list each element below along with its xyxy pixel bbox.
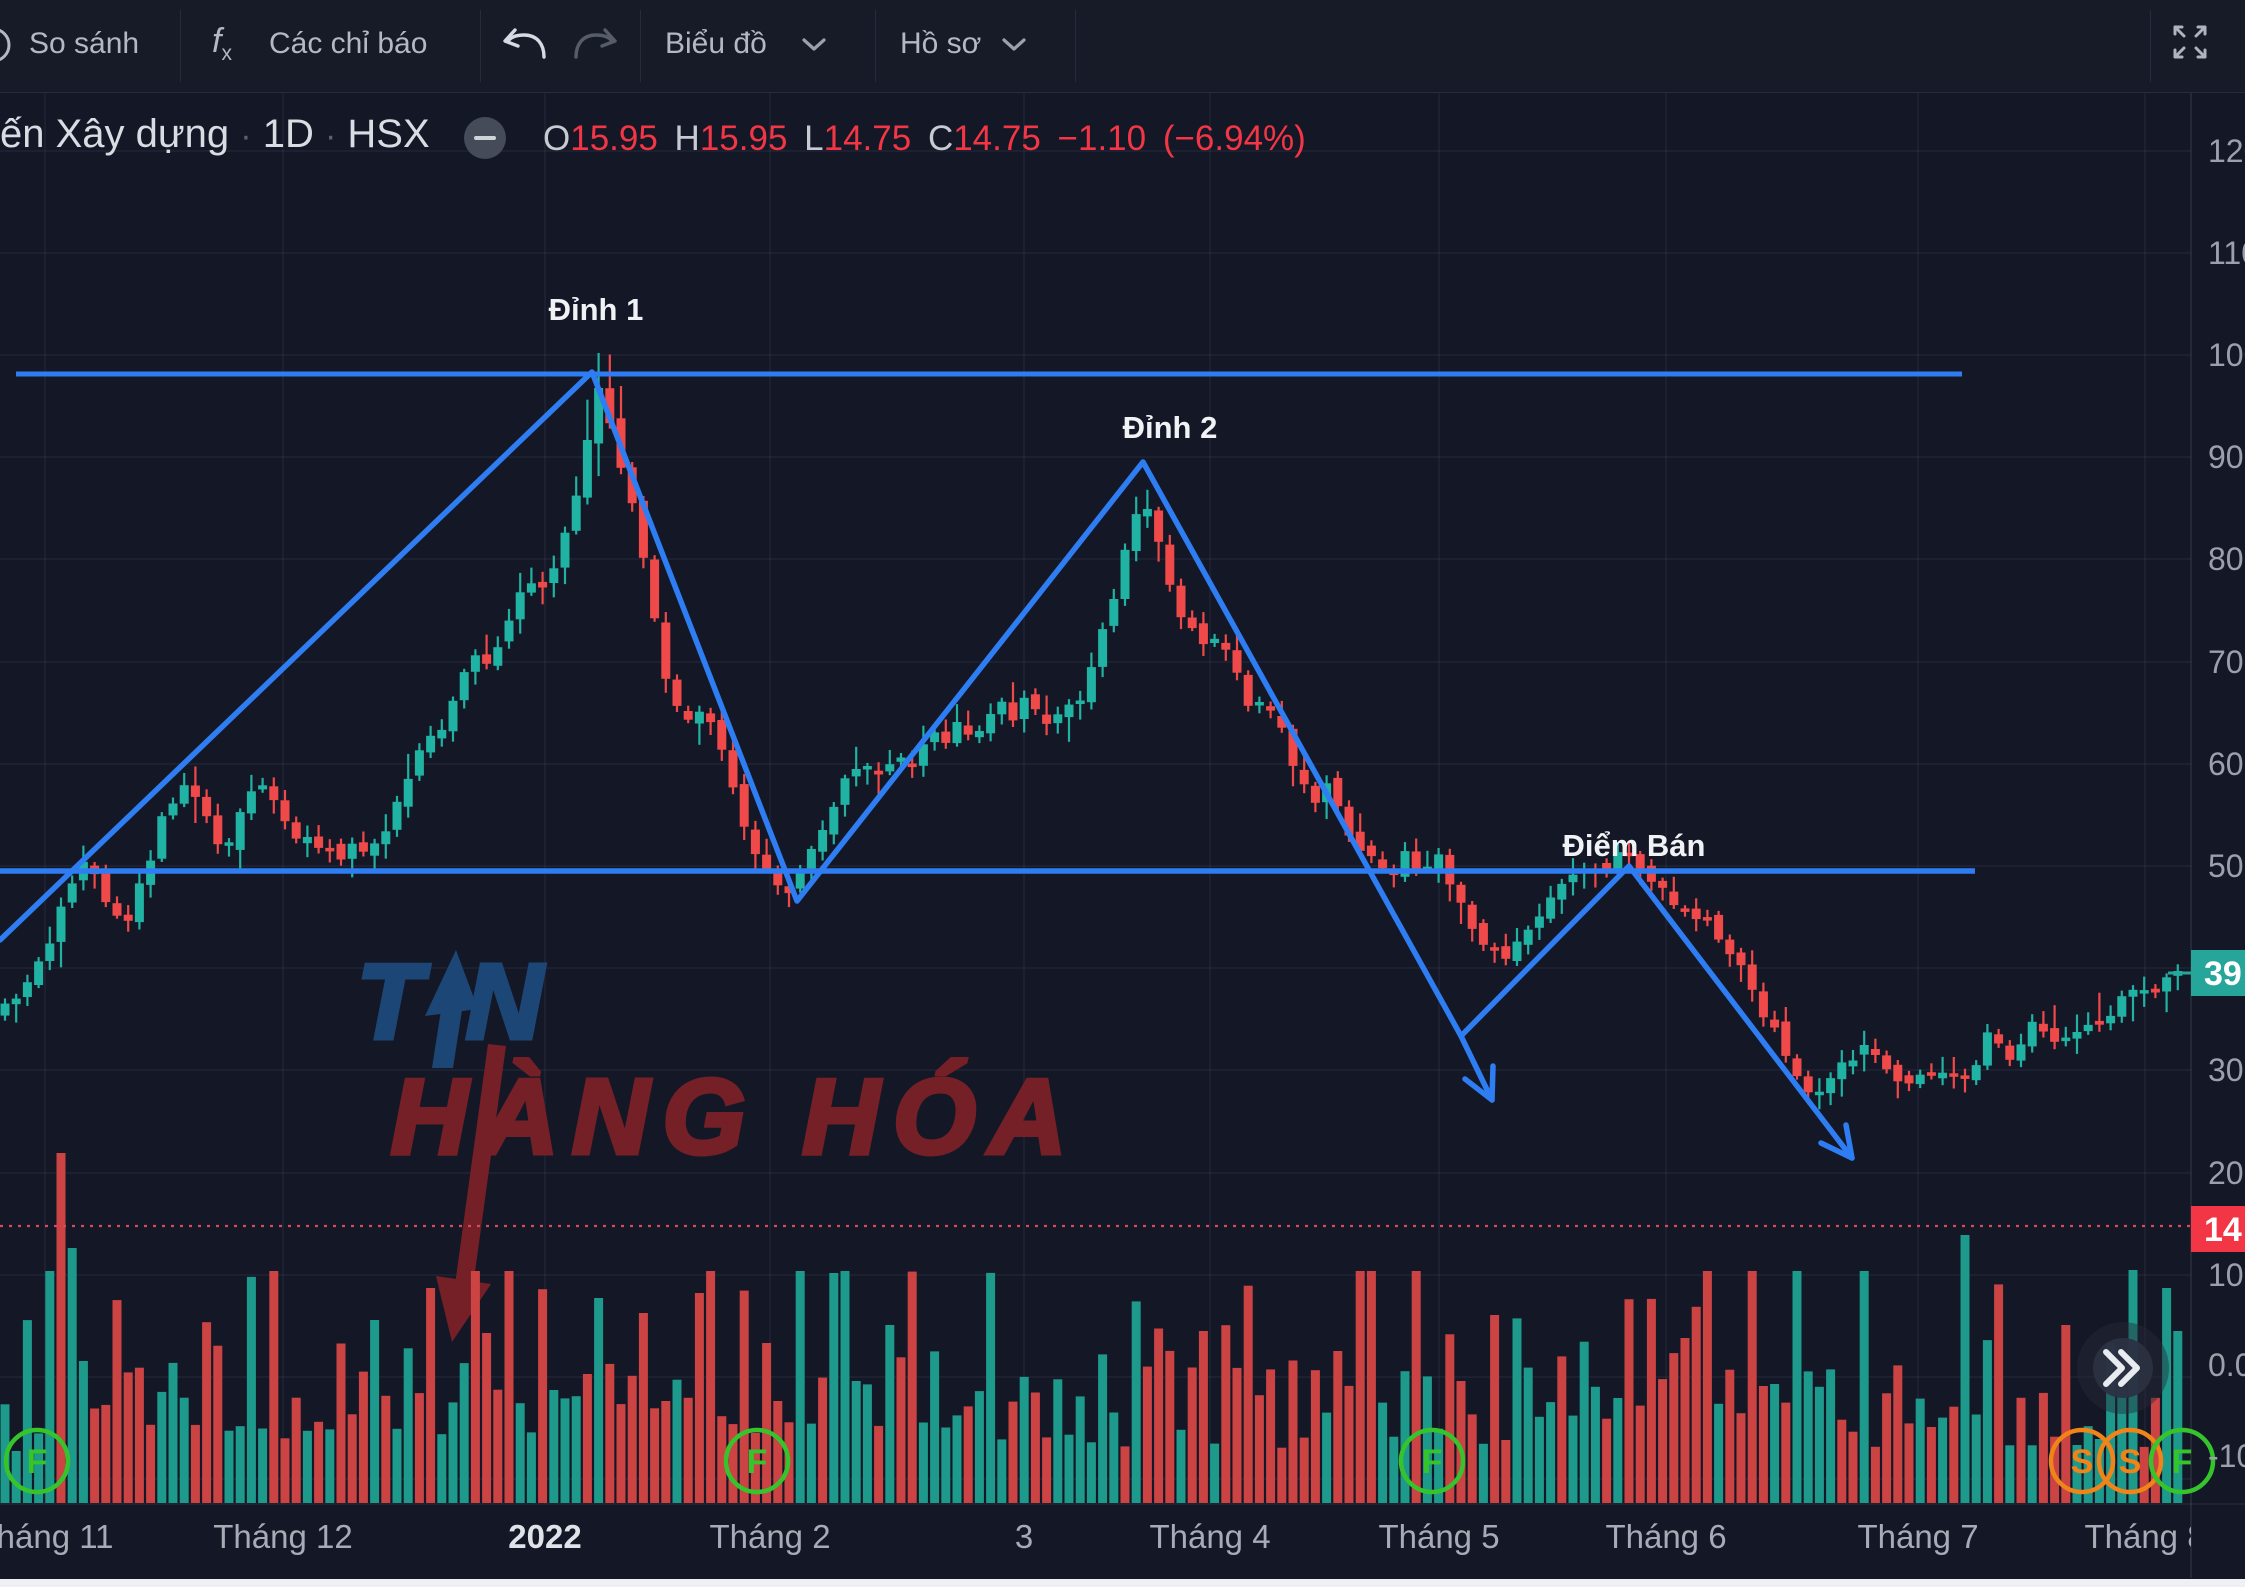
svg-text:T: T: [357, 943, 430, 1061]
svg-text:30: 30: [2208, 1052, 2244, 1088]
svg-text:20: 20: [2208, 1155, 2244, 1191]
svg-text:Tháng 11: Tháng 11: [0, 1518, 114, 1555]
svg-text:2022: 2022: [508, 1518, 581, 1555]
svg-text:Tháng 6: Tháng 6: [1605, 1518, 1726, 1555]
svg-text:Tháng 5: Tháng 5: [1378, 1518, 1499, 1555]
svg-text:S: S: [2119, 1443, 2142, 1481]
svg-text:F: F: [747, 1443, 768, 1481]
svg-text:10: 10: [2208, 1257, 2244, 1293]
svg-text:90: 90: [2208, 439, 2244, 475]
svg-text:F: F: [2172, 1443, 2193, 1481]
svg-text:Đỉnh 1: Đỉnh 1: [549, 292, 644, 327]
svg-text:Tháng 2: Tháng 2: [709, 1518, 830, 1555]
svg-text:F: F: [27, 1443, 48, 1481]
svg-text:50: 50: [2208, 848, 2244, 884]
svg-text:F: F: [1422, 1443, 1443, 1481]
svg-text:N: N: [466, 943, 545, 1061]
svg-text:Tháng 4: Tháng 4: [1149, 1518, 1270, 1555]
svg-text:0.00: 0.00: [2208, 1347, 2245, 1383]
svg-text:S: S: [2071, 1443, 2094, 1481]
svg-text:80: 80: [2208, 541, 2244, 577]
svg-text:100: 100: [2208, 337, 2245, 373]
svg-text:70: 70: [2208, 644, 2244, 680]
svg-text:Tháng 12: Tháng 12: [213, 1518, 352, 1555]
svg-text:60: 60: [2208, 746, 2244, 782]
svg-text:110: 110: [2208, 235, 2245, 271]
svg-text:-10.00: -10.00: [2208, 1438, 2245, 1474]
svg-text:39: 39: [2204, 955, 2242, 993]
svg-text:Đỉnh 2: Đỉnh 2: [1123, 410, 1218, 445]
svg-text:3: 3: [1015, 1518, 1033, 1555]
svg-text:14: 14: [2204, 1211, 2242, 1249]
svg-text:Điểm Bán: Điểm Bán: [1563, 828, 1706, 863]
svg-text:Tháng 7: Tháng 7: [1857, 1518, 1978, 1555]
svg-text:Tháng 8: Tháng 8: [2084, 1518, 2205, 1555]
svg-text:120: 120: [2208, 133, 2245, 169]
